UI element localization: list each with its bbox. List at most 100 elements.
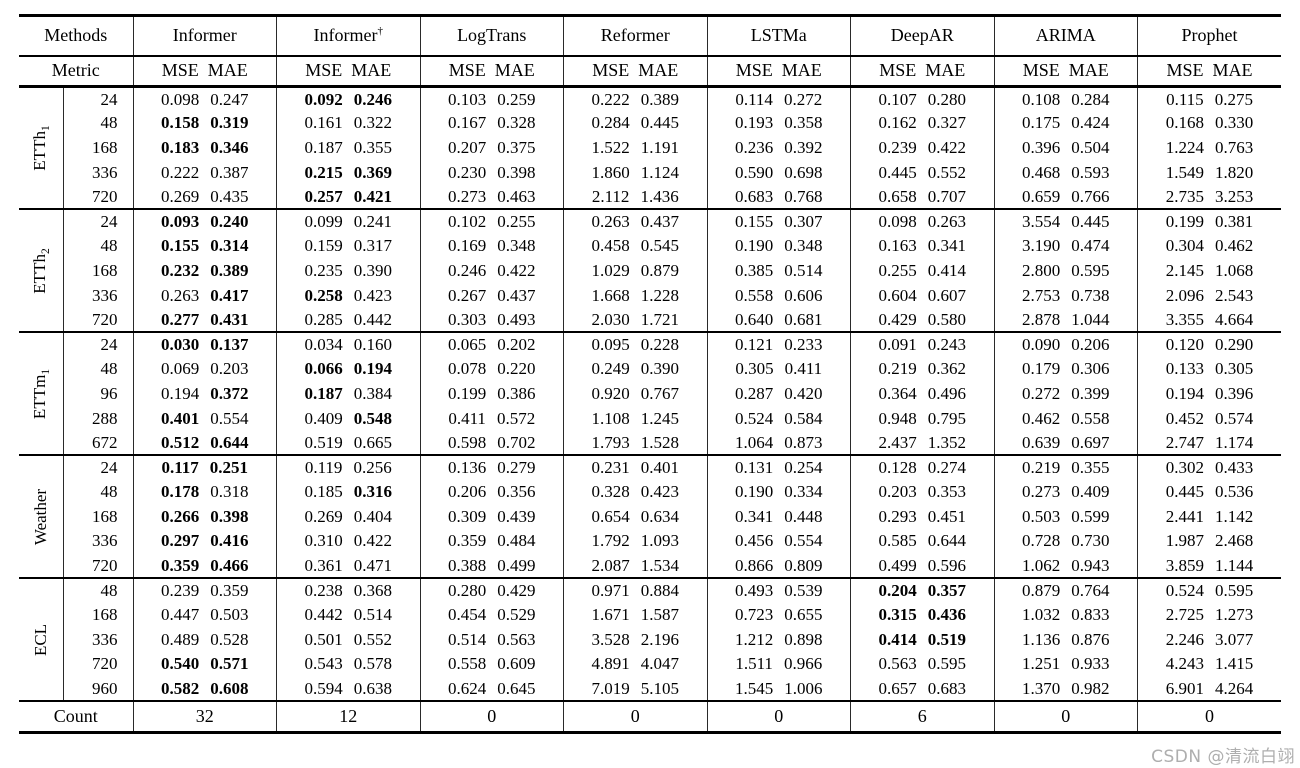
mse-value: 0.206 <box>448 482 487 502</box>
mae-value: 0.422 <box>497 260 536 280</box>
mse-value: 7.019 <box>591 678 630 698</box>
result-cell: 1.064 0.873 <box>706 430 851 456</box>
mse-mae-pair: 0.273 0.463 <box>448 187 536 207</box>
result-cell: 0.099 0.241 <box>276 208 420 235</box>
result-cell: 0.512 0.644 <box>132 430 277 456</box>
mse-value: 0.514 <box>448 629 487 649</box>
mse-value: 0.190 <box>735 482 774 502</box>
mse-mae-pair: 1.671 1.587 <box>592 605 680 625</box>
mae-header-label: MAE <box>638 60 679 81</box>
mse-mae-pair: 0.458 0.545 <box>592 236 680 256</box>
mse-mae-pair: 0.654 0.634 <box>592 507 680 527</box>
mae-value: 0.595 <box>1071 260 1110 280</box>
horizon-cell: 720 <box>62 553 133 579</box>
mse-value: 0.030 <box>161 335 200 355</box>
mae-value: 0.346 <box>210 137 249 157</box>
mae-value: 0.764 <box>1071 581 1110 601</box>
mse-mae-pair: 0.161 0.322 <box>305 113 393 133</box>
result-cell: 0.442 0.514 <box>276 602 420 628</box>
mse-value: 0.920 <box>591 383 630 403</box>
mse-value: 1.108 <box>591 408 630 428</box>
mse-value: 0.266 <box>161 506 200 526</box>
result-cell: 0.657 0.683 <box>850 676 994 702</box>
result-cell: 0.131 0.254 <box>706 454 851 480</box>
mse-value: 0.273 <box>1022 482 1061 502</box>
mae-value: 2.196 <box>640 629 679 649</box>
result-cell: 0.263 0.417 <box>132 283 277 308</box>
result-cell: 0.624 0.645 <box>419 676 564 702</box>
mse-value: 1.792 <box>591 531 630 551</box>
result-cell: 0.866 0.809 <box>706 553 851 579</box>
mse-mae-pair: 0.098 0.247 <box>161 90 249 110</box>
mae-value: 2.543 <box>1215 285 1254 305</box>
mse-value: 0.558 <box>448 654 487 674</box>
mae-value: 0.435 <box>210 186 249 206</box>
mae-value: 0.316 <box>353 482 392 502</box>
result-cell: 0.090 0.206 <box>993 331 1138 358</box>
mse-value: 0.194 <box>161 383 200 403</box>
mse-mae-pair: 0.503 0.599 <box>1022 507 1110 527</box>
mae-value: 0.423 <box>353 285 392 305</box>
mse-value: 0.185 <box>304 482 343 502</box>
mse-value: 0.168 <box>1165 113 1204 133</box>
result-cell: 0.185 0.316 <box>276 480 420 505</box>
mae-value: 1.415 <box>1215 654 1254 674</box>
result-cell: 3.554 0.445 <box>993 208 1138 235</box>
mse-value: 0.445 <box>878 162 917 182</box>
result-cell: 0.255 0.414 <box>850 258 994 284</box>
mae-value: 0.898 <box>784 629 823 649</box>
mse-mae-pair: 0.095 0.228 <box>592 335 680 355</box>
mse-mae-pair: 0.263 0.417 <box>161 286 249 306</box>
mae-value: 1.068 <box>1215 260 1254 280</box>
result-cell: 0.303 0.493 <box>419 307 564 333</box>
mae-value: 0.571 <box>210 654 249 674</box>
result-cell: 0.155 0.307 <box>706 208 851 235</box>
result-cell: 0.524 0.595 <box>1137 577 1281 603</box>
mae-value: 0.381 <box>1215 212 1254 232</box>
mae-value: 1.245 <box>640 408 679 428</box>
metric-pair-header: MSE MAE <box>1137 55 1281 88</box>
mse-mae-pair: 0.558 0.606 <box>735 286 823 306</box>
mse-value: 0.293 <box>878 506 917 526</box>
mse-value: 1.251 <box>1022 654 1061 674</box>
mse-value: 0.263 <box>161 285 200 305</box>
forecasting-results-table: Methods Informer Informer† LogTrans Reformer… <box>19 14 1281 734</box>
mse-mae-pair: 0.396 0.504 <box>1022 138 1110 158</box>
mse-mae-pair: 0.639 0.697 <box>1022 433 1110 453</box>
result-cell: 1.987 2.468 <box>1137 529 1281 554</box>
result-cell: 0.499 0.596 <box>850 553 994 579</box>
mse-mae-pair: 0.284 0.445 <box>592 113 680 133</box>
mse-value: 0.098 <box>161 89 200 109</box>
mse-value: 0.948 <box>878 408 917 428</box>
mae-value: 0.348 <box>784 236 823 256</box>
mse-value: 0.236 <box>735 137 774 157</box>
result-cell: 0.454 0.529 <box>419 602 564 628</box>
mae-value: 0.398 <box>497 162 536 182</box>
mse-value: 2.087 <box>591 555 630 575</box>
mse-value: 2.753 <box>1022 285 1061 305</box>
result-cell: 0.489 0.528 <box>132 627 277 653</box>
mse-value: 1.212 <box>735 629 774 649</box>
mse-mae-pair: 0.445 0.536 <box>1166 482 1254 502</box>
mse-value: 0.269 <box>304 506 343 526</box>
mae-value: 0.284 <box>1071 89 1110 109</box>
mse-value: 1.062 <box>1022 555 1061 575</box>
mse-mae-pair: 0.624 0.645 <box>448 679 536 699</box>
result-cell: 0.246 0.422 <box>419 258 564 284</box>
mse-value: 1.987 <box>1165 531 1204 551</box>
mse-mae-pair: 2.441 1.142 <box>1166 507 1254 527</box>
mae-value: 0.529 <box>497 605 536 625</box>
result-cell: 2.112 1.436 <box>563 184 707 210</box>
result-cell: 0.092 0.246 <box>276 86 420 112</box>
result-cell: 0.287 0.420 <box>706 381 851 407</box>
horizon-cell: 24 <box>62 454 133 480</box>
mse-mae-pair: 0.258 0.423 <box>305 286 393 306</box>
mse-mae-pair: 0.866 0.809 <box>735 556 823 576</box>
result-cell: 0.239 0.422 <box>850 135 994 161</box>
mse-mae-pair: 1.136 0.876 <box>1022 630 1110 650</box>
result-cell: 0.328 0.423 <box>563 480 707 505</box>
result-cell: 0.269 0.404 <box>276 504 420 530</box>
mse-mae-pair: 4.243 1.415 <box>1166 654 1254 674</box>
mse-mae-pair: 0.501 0.552 <box>305 630 393 650</box>
mse-value: 2.800 <box>1022 260 1061 280</box>
